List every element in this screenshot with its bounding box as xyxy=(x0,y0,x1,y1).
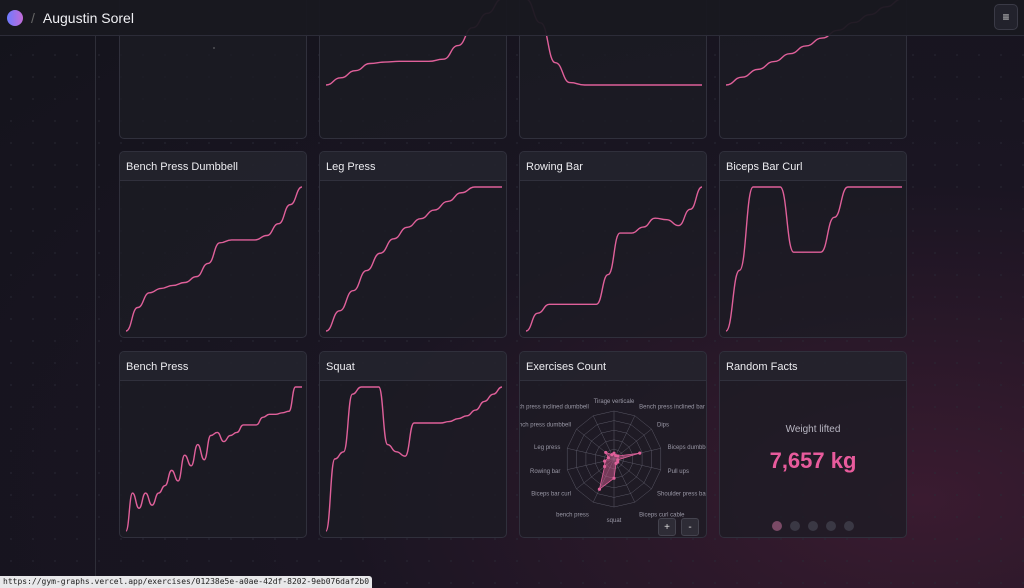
radar-axis-label: Biceps bar curl xyxy=(531,491,571,497)
zoom-in-button[interactable]: + xyxy=(658,518,676,536)
radar-point[interactable] xyxy=(603,459,607,463)
radar-axis-label: Biceps dumbbell xyxy=(668,445,707,451)
radar-axis-label: Pull ups xyxy=(668,469,689,475)
exercise-card[interactable]: Leg Press xyxy=(319,151,507,338)
series-line xyxy=(325,386,503,532)
card-title: Rowing Bar xyxy=(520,152,706,181)
radar-point[interactable] xyxy=(638,451,642,455)
radar-axis xyxy=(567,448,615,460)
radar-axis-label: Bench press dumbbell xyxy=(520,423,571,429)
line-chart xyxy=(725,186,902,332)
pagination-dot[interactable] xyxy=(808,521,818,531)
series-line xyxy=(526,0,702,86)
zoom-out-button[interactable]: - xyxy=(681,518,699,536)
status-bar-url: https://gym-graphs.vercel.app/exercises/… xyxy=(0,576,373,588)
radar-axis-label: Leg press xyxy=(534,445,560,451)
radar-axis-label: Rowing bar xyxy=(530,469,560,475)
radar-axis-label: Biceps curl cable xyxy=(639,512,685,518)
radar-point[interactable] xyxy=(616,454,620,458)
pagination-dot[interactable] xyxy=(772,521,782,531)
radar-axis xyxy=(613,458,661,470)
radar-axis xyxy=(613,428,652,460)
series-line xyxy=(525,186,703,332)
line-chart xyxy=(526,0,702,86)
exercise-card[interactable]: Squat xyxy=(319,351,507,538)
page-title: Augustin Sorel xyxy=(42,9,134,26)
series-line xyxy=(325,186,502,332)
card-title: Squat xyxy=(320,352,506,381)
radar-axis xyxy=(592,415,615,460)
card-title: Bench Press xyxy=(120,352,306,381)
breadcrumb-separator: / xyxy=(31,9,35,26)
card-title: Leg Press xyxy=(320,152,506,181)
card-title: Random Facts xyxy=(720,352,906,381)
radar-point[interactable] xyxy=(612,476,616,480)
logo-icon[interactable] xyxy=(7,9,23,26)
radar-point[interactable] xyxy=(614,461,618,465)
line-chart xyxy=(325,186,502,332)
pagination-dot[interactable] xyxy=(826,521,836,531)
fact-label: Weight lifted xyxy=(785,424,841,435)
radar-point[interactable] xyxy=(606,456,610,460)
data-point xyxy=(213,47,215,49)
radar-point[interactable] xyxy=(597,487,602,491)
radar-axis xyxy=(613,415,636,460)
pagination-dot[interactable] xyxy=(790,521,800,531)
radar-axis-label: Bench press inclined bar xyxy=(639,405,705,411)
series-line xyxy=(725,186,902,332)
exercise-card[interactable]: Bench Press Dumbbell xyxy=(119,151,307,338)
header: / Augustin Sorel ≡ xyxy=(0,0,1024,36)
radar-axis xyxy=(576,428,615,460)
series-line xyxy=(125,386,302,532)
radar-axis xyxy=(592,458,615,503)
card-random-facts: Random Facts Weight lifted 7,657 kg xyxy=(719,351,907,538)
card-title: Biceps Bar Curl xyxy=(720,152,906,181)
line-chart xyxy=(125,386,302,532)
pagination-dot[interactable] xyxy=(844,521,854,531)
radar-axis-label: Bench press inclined dumbbell xyxy=(520,405,589,411)
sidebar-divider xyxy=(95,36,96,576)
radar-point[interactable] xyxy=(603,464,607,469)
pagination-dots xyxy=(720,521,906,531)
series-line xyxy=(125,186,303,332)
line-chart xyxy=(525,186,703,332)
line-chart xyxy=(325,386,503,532)
radar-axis-label: squat xyxy=(607,518,622,524)
radar-axis-label: Dips xyxy=(657,423,669,429)
line-chart xyxy=(213,47,215,49)
exercise-card[interactable]: Rowing Bar xyxy=(519,151,707,338)
exercise-card[interactable]: Bench Press xyxy=(119,351,307,538)
radar-axis-label: Shoulder press bar xyxy=(657,491,707,497)
card-exercises-count[interactable]: Exercises Count Tirage verticale Bench pr… xyxy=(519,351,707,538)
hamburger-icon: ≡ xyxy=(1002,10,1010,24)
card-title: Bench Press Dumbbell xyxy=(120,152,306,181)
radar-point[interactable] xyxy=(610,453,614,457)
exercise-card[interactable]: Biceps Bar Curl xyxy=(719,151,907,338)
radar-chart: Tirage verticale Bench press inclined bar… xyxy=(520,399,707,524)
line-chart xyxy=(125,186,303,332)
card-title: Exercises Count xyxy=(520,352,706,381)
radar-axis xyxy=(613,458,652,490)
radar-axis xyxy=(613,458,636,503)
menu-button[interactable]: ≡ xyxy=(994,4,1018,30)
radar-axis-label: Tirage verticale xyxy=(594,399,635,405)
radar-point[interactable] xyxy=(604,450,608,455)
radar-axis xyxy=(576,458,615,490)
fact-value: 7,657 kg xyxy=(769,448,857,473)
radar-axis-label: bench press xyxy=(556,512,589,518)
